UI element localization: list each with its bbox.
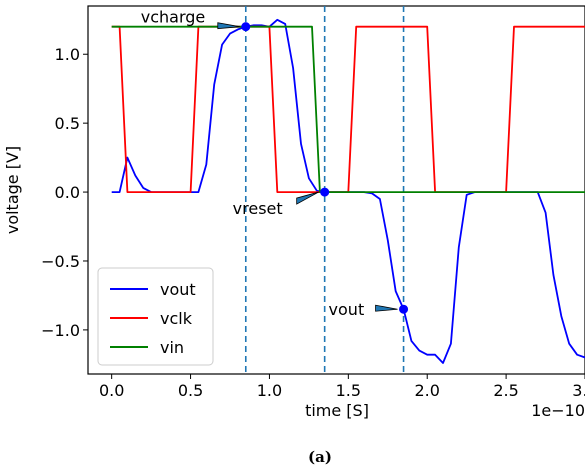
y-axis-label: voltage [V] (3, 146, 22, 234)
y-tick-label: 0.5 (55, 114, 80, 133)
x-tick-label: 2.5 (493, 381, 518, 400)
plot-area: vcharge vreset vout (87, 5, 585, 375)
annotation-label-vcharge: vcharge (141, 8, 206, 27)
figure-caption: (a) (308, 448, 332, 466)
legend-label-vclk: vclk (160, 309, 193, 328)
y-tick-label: 0.0 (55, 183, 80, 202)
series-line-vclk (111, 25, 585, 194)
annotation-markers: vcharge vreset vout (141, 8, 409, 319)
x-axis-label: time [S] (305, 401, 369, 420)
y-tick-label: −0.5 (41, 252, 80, 271)
annotation-arrow (375, 304, 398, 312)
legend-label-vout: vout (160, 280, 196, 299)
marker-point-vreset (320, 187, 330, 197)
series-line-vin (111, 25, 585, 194)
x-axis-offset-label: 1e−10 (531, 401, 585, 420)
annotation-arrow (217, 22, 240, 30)
legend: vout vclk vin (97, 267, 214, 366)
x-axis-ticks: 0.0 0.5 1.0 1.5 2.0 2.5 3.0 (99, 374, 585, 400)
series-lines (111, 18, 585, 364)
x-tick-label: 0.0 (99, 381, 124, 400)
marker-point-vout (399, 304, 409, 314)
legend-box (97, 267, 214, 366)
axes-frame (87, 5, 585, 375)
annotation-arrow (296, 191, 319, 205)
y-tick-label: −1.0 (41, 321, 80, 340)
y-axis-ticks: 1.0 0.5 0.0 −0.5 −1.0 (41, 45, 88, 340)
annotation-label-vreset: vreset (233, 199, 283, 218)
legend-label-vin: vin (160, 338, 184, 357)
marker-point-vcharge (241, 22, 251, 32)
y-tick-label: 1.0 (55, 45, 80, 64)
x-tick-label: 0.5 (178, 381, 203, 400)
annotation-label-vout: vout (329, 300, 365, 319)
x-tick-label: 3.0 (572, 381, 585, 400)
x-tick-label: 2.0 (414, 381, 439, 400)
x-tick-label: 1.0 (257, 381, 282, 400)
x-tick-label: 1.5 (336, 381, 361, 400)
